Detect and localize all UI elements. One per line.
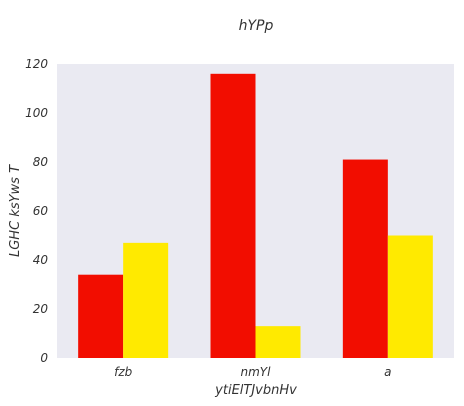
x-axis-label: ytiElTJvbnHv <box>214 383 297 398</box>
bar-a-series-2 <box>387 235 433 358</box>
y-tick-label: 20 <box>33 302 49 316</box>
y-tick-label: 60 <box>33 204 49 218</box>
y-tick-label: 80 <box>33 155 49 169</box>
y-tick-label: 40 <box>33 253 49 267</box>
bar-fzb-series-1 <box>78 274 124 358</box>
bar-nmYl-series-2 <box>255 326 301 358</box>
x-axis-ticks: fzb nmYl a <box>114 365 391 379</box>
bar-a-series-1 <box>342 159 388 358</box>
x-tick-label: a <box>384 365 391 379</box>
bar-fzb-series-2 <box>123 242 169 358</box>
bar-nmYl-series-1 <box>210 73 256 359</box>
y-axis-label: LGHC ksYws T <box>8 164 23 257</box>
y-tick-label: 0 <box>40 351 48 365</box>
x-tick-label: nmYl <box>241 365 272 379</box>
x-tick-label: fzb <box>114 365 133 379</box>
y-axis-ticks: 0 20 40 60 80 100 120 <box>25 57 48 365</box>
chart-title: hYPp <box>239 18 274 34</box>
bars <box>78 73 433 359</box>
y-tick-label: 120 <box>25 57 48 71</box>
y-tick-label: 100 <box>25 106 48 120</box>
